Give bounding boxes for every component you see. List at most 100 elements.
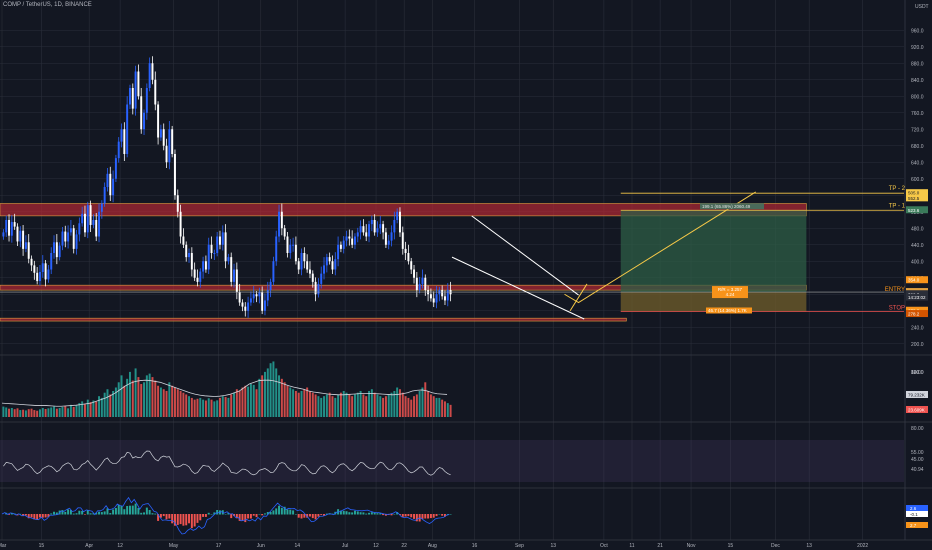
macd-bar <box>33 514 36 520</box>
macd-bar <box>249 514 252 519</box>
candle-body <box>401 232 404 249</box>
macd-bar <box>396 512 399 515</box>
price-tag-label: 354.0 <box>908 278 920 283</box>
volume-bar <box>190 397 193 417</box>
macd-bar <box>269 512 272 515</box>
candle-body <box>173 154 176 196</box>
macd-bar <box>134 503 137 515</box>
volume-bar <box>263 371 266 417</box>
volume-bar <box>292 389 295 417</box>
volume-bar <box>221 396 224 417</box>
macd-bar <box>263 513 266 515</box>
candle-body <box>204 261 207 270</box>
candle-body <box>179 211 182 237</box>
macd-bar <box>351 512 354 515</box>
pullback-arrow <box>569 283 588 312</box>
macd-bar <box>348 512 351 515</box>
candle-body <box>171 129 174 154</box>
volume-bar <box>188 396 191 417</box>
macd-bar <box>272 510 275 515</box>
macd-bar <box>41 514 44 518</box>
candle-body <box>382 224 385 233</box>
macd-bar <box>441 514 444 516</box>
candle-body <box>72 228 75 249</box>
candle-body <box>38 271 41 282</box>
price-tag-box <box>906 276 928 284</box>
price-tag-label: 523.6 <box>908 208 920 213</box>
candle-body <box>294 244 297 262</box>
volume-pane <box>1 361 452 417</box>
candle-body <box>199 271 202 282</box>
volume-bar <box>424 382 427 417</box>
candle-body <box>325 257 328 266</box>
macd-bar <box>446 514 449 515</box>
macd-bar <box>227 512 230 515</box>
macd-bar <box>193 514 196 527</box>
trend-drawings[interactable] <box>0 191 904 320</box>
volume-bar <box>83 404 86 417</box>
candle-body <box>286 236 289 253</box>
volume-bar <box>55 408 58 417</box>
macd-bar <box>404 514 407 517</box>
macd-bar <box>171 514 174 524</box>
price-tick-label: 960.0 <box>911 28 924 34</box>
candle-body <box>185 244 188 258</box>
macd-bar <box>44 514 47 518</box>
time-tick-label: 15 <box>728 543 734 549</box>
candle-body <box>261 292 264 311</box>
macd-bar <box>286 509 289 515</box>
macd-tag-label: 2.6 <box>910 506 917 511</box>
volume-bar <box>100 397 103 417</box>
candle-body <box>109 173 112 196</box>
macd-bar <box>238 514 241 521</box>
macd-bar <box>196 514 199 523</box>
candle-body <box>379 224 382 229</box>
volume-bar <box>278 375 281 417</box>
macd-bar <box>427 514 430 519</box>
candle-body <box>165 145 168 163</box>
candle-body <box>103 187 106 204</box>
macd-bar <box>190 514 193 529</box>
time-tick-label: 16 <box>472 543 478 549</box>
position-box[interactable] <box>620 210 807 312</box>
price-tick-label: 160.0 <box>911 370 924 376</box>
macd-bar <box>311 514 314 519</box>
candle-body <box>331 261 334 270</box>
time-tick-label: May <box>169 543 179 549</box>
candle-body <box>275 236 278 262</box>
volume-bar <box>443 401 446 417</box>
volume-bar <box>306 387 309 417</box>
volume-bar <box>384 396 387 417</box>
volume-bar <box>325 394 328 417</box>
macd-bar <box>112 509 115 515</box>
volume-bar <box>337 394 340 417</box>
macd-bar <box>306 514 309 518</box>
macd-bar <box>429 514 432 519</box>
macd-bar <box>182 514 185 526</box>
time-axis[interactable]: Mar 15 Apr 12 May 17 Jun 14 Jul 12 22 Aug 16 Sep 13 Oct… <box>0 543 868 549</box>
candle-body <box>230 257 233 282</box>
macd-bar <box>390 514 393 516</box>
volume-bar <box>16 408 19 417</box>
macd-bar <box>300 514 303 519</box>
volume-bar <box>441 399 444 417</box>
macd-line <box>1 496 450 535</box>
candle-body <box>213 253 216 254</box>
candle-body <box>190 253 193 270</box>
volume-bar <box>120 375 123 417</box>
macd-bar <box>86 510 89 515</box>
volume-bar <box>413 396 416 417</box>
price-tag-label: 79.232K <box>908 393 925 398</box>
target-info-box <box>700 203 764 210</box>
price-axis[interactable]: 960.0 920.0 880.0 840.0 800.0 760.0 720.0 680.0… <box>906 4 929 528</box>
volume-bar <box>123 385 126 417</box>
volume-bar <box>407 397 410 417</box>
price-tag-box <box>906 391 928 398</box>
volume-bar <box>266 368 269 417</box>
candle-body <box>308 269 311 274</box>
volume-bar <box>72 406 75 417</box>
macd-bar <box>382 514 385 516</box>
volume-bar <box>61 406 64 417</box>
candle-body <box>345 236 348 241</box>
